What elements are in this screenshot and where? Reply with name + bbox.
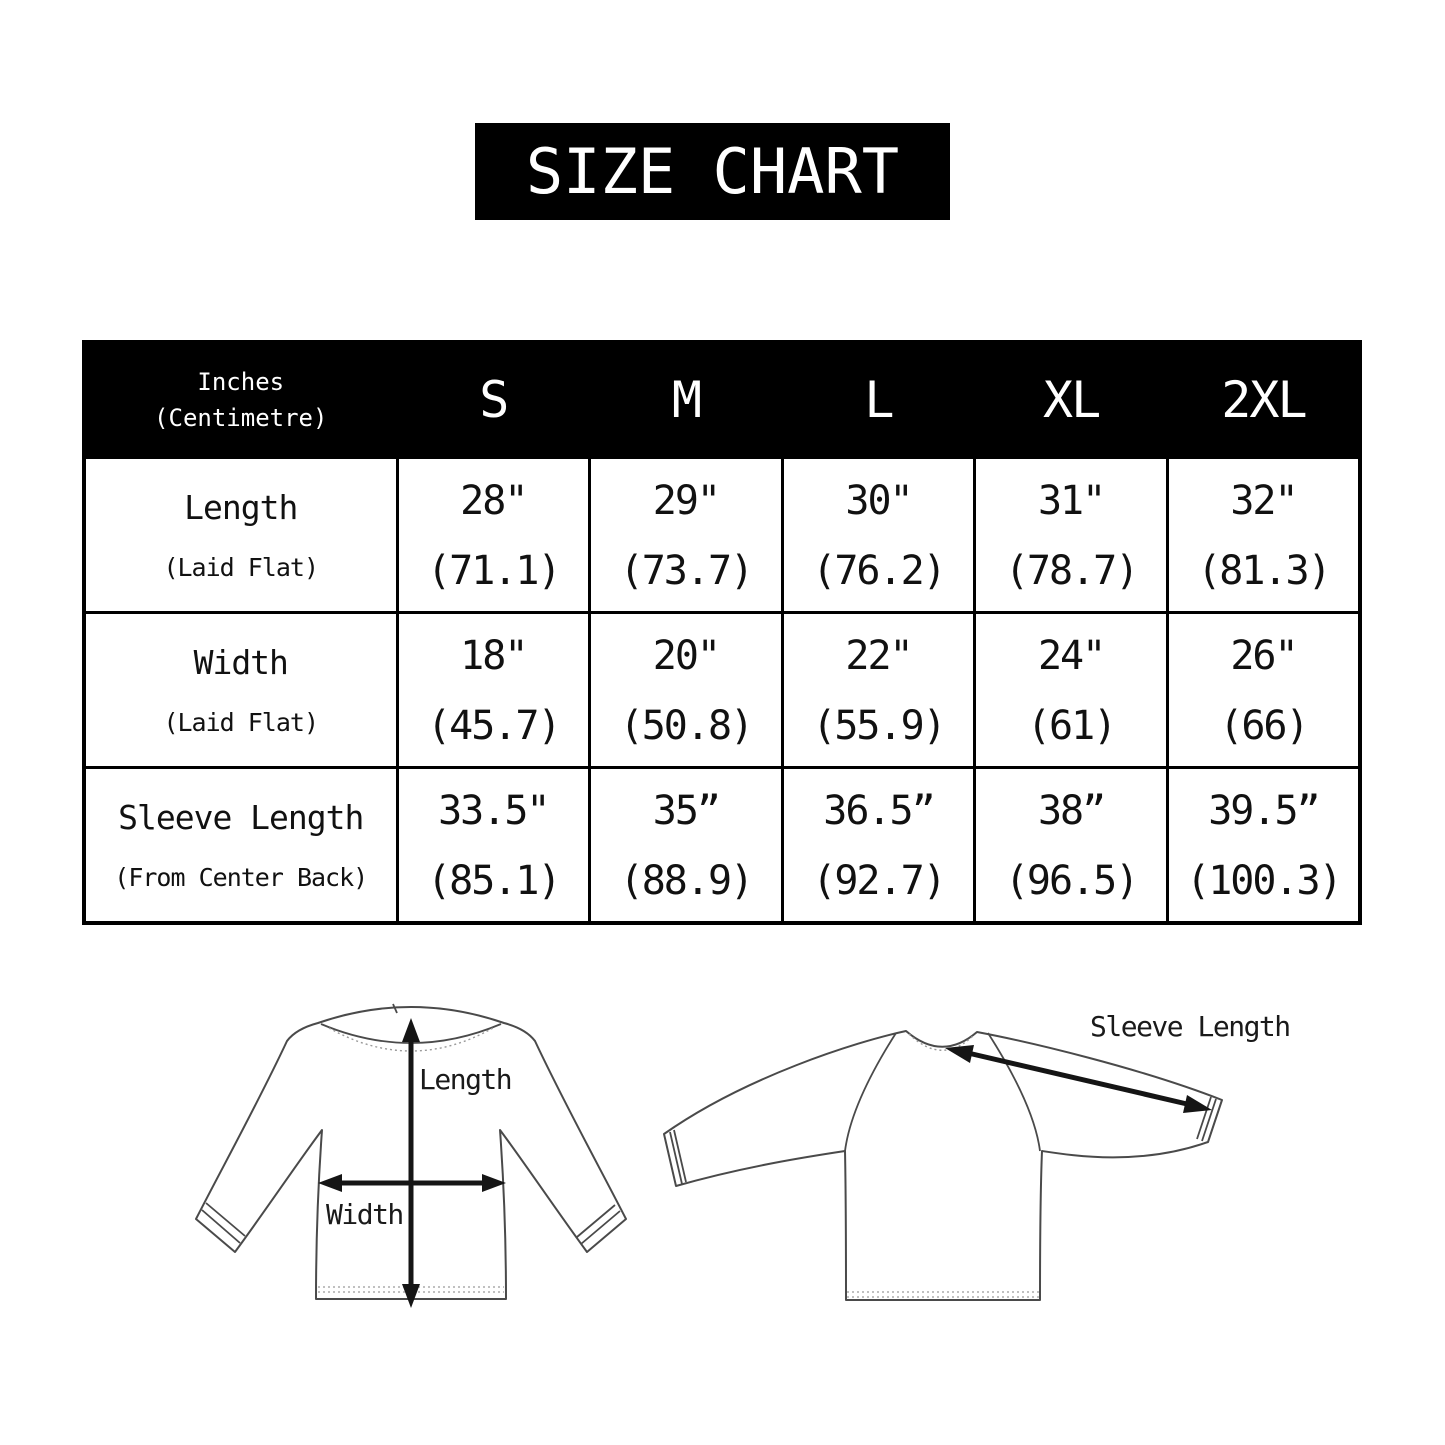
value-inches: 39.5”	[1208, 788, 1320, 834]
value-cell: 32" (81.3)	[1165, 456, 1362, 614]
row-sublabel: (Laid Flat)	[163, 708, 319, 737]
value-cm: (73.7)	[619, 548, 754, 594]
value-cell: 35” (88.9)	[588, 766, 784, 925]
sleeve-length-label: Sleeve Length	[1090, 1010, 1290, 1043]
table-row-width: Width (Laid Flat) 18" (45.7) 20" (50.8) …	[82, 611, 1362, 769]
value-cm: (45.7)	[427, 703, 561, 749]
width-arrow	[318, 1174, 506, 1192]
value-cell: 20" (50.8)	[588, 611, 784, 769]
value-cm: (85.1)	[427, 858, 561, 904]
value-cell: 28" (71.1)	[395, 456, 592, 614]
length-label: Length	[419, 1063, 511, 1096]
value-inches: 24"	[1037, 633, 1106, 679]
value-cm: (100.3)	[1186, 858, 1343, 904]
unit-header-cell: Inches (Centimetre)	[82, 340, 399, 459]
row-label-cell: Sleeve Length (From Center Back)	[82, 766, 399, 925]
value-cell: 31" (78.7)	[973, 456, 1169, 614]
back-shirt-diagram: Sleeve Length	[663, 1010, 1291, 1301]
value-cell: 22" (55.9)	[780, 611, 977, 769]
value-inches: 31"	[1037, 478, 1106, 524]
length-arrow	[402, 1018, 420, 1308]
back-right-cuff-ribbing	[1196, 1096, 1217, 1142]
row-label-cell: Width (Laid Flat)	[82, 611, 399, 769]
value-cell: 39.5” (100.3)	[1165, 766, 1362, 925]
value-inches: 18"	[460, 633, 528, 679]
value-cm: (66)	[1219, 703, 1309, 749]
size-chart-table: Inches (Centimetre) S M L XL 2XL Length …	[82, 340, 1362, 925]
value-cell: 18" (45.7)	[395, 611, 592, 769]
unit-line-inches: Inches	[197, 368, 285, 396]
front-shirt-diagram: Length Width	[195, 1003, 627, 1308]
value-cm: (55.9)	[812, 703, 946, 749]
column-header-l: L	[780, 340, 977, 459]
value-inches: 32"	[1230, 478, 1298, 524]
value-cell: 30" (76.2)	[780, 456, 977, 614]
value-inches: 33.5"	[438, 788, 550, 834]
row-sublabel: (Laid Flat)	[163, 553, 319, 582]
front-hem-stitching	[318, 1286, 504, 1293]
back-left-raglan-seam	[844, 1032, 897, 1152]
value-cm: (76.2)	[812, 548, 946, 594]
page-title-banner: SIZE CHART	[475, 123, 950, 220]
value-cell: 38” (96.5)	[973, 766, 1169, 925]
value-inches: 29"	[652, 478, 721, 524]
value-cm: (92.7)	[812, 858, 946, 904]
row-label-cell: Length (Laid Flat)	[82, 456, 399, 614]
value-inches: 30"	[845, 478, 913, 524]
column-header-xl: XL	[973, 340, 1169, 459]
table-row-length: Length (Laid Flat) 28" (71.1) 29" (73.7)…	[82, 456, 1362, 614]
back-left-cuff-ribbing	[669, 1129, 687, 1185]
table-header-row: Inches (Centimetre) S M L XL 2XL	[82, 340, 1362, 459]
value-cm: (50.8)	[619, 703, 754, 749]
unit-line-centimetre: (Centimetre)	[154, 404, 328, 432]
value-cm: (88.9)	[619, 858, 754, 904]
back-right-raglan-seam	[987, 1032, 1041, 1152]
row-sublabel: (From Center Back)	[114, 863, 368, 892]
column-header-2xl: 2XL	[1165, 340, 1362, 459]
value-cell: 26" (66)	[1165, 611, 1362, 769]
value-inches: 20"	[652, 633, 721, 679]
row-label: Width	[193, 643, 289, 682]
value-inches: 22"	[845, 633, 913, 679]
sleeve-length-arrow	[945, 1045, 1212, 1113]
column-header-m: M	[588, 340, 784, 459]
table-row-sleeve-length: Sleeve Length (From Center Back) 33.5" (…	[82, 766, 1362, 925]
value-cell: 29" (73.7)	[588, 456, 784, 614]
front-right-cuff-ribbing	[576, 1204, 621, 1245]
value-cm: (96.5)	[1004, 858, 1139, 904]
value-cell: 36.5” (92.7)	[780, 766, 977, 925]
value-cm: (61)	[1026, 703, 1117, 749]
value-inches: 26"	[1230, 633, 1298, 679]
front-collar-notch	[392, 1003, 398, 1014]
front-left-cuff-ribbing	[201, 1202, 246, 1244]
width-label: Width	[326, 1198, 403, 1231]
value-cm: (78.7)	[1004, 548, 1139, 594]
back-hem-stitching	[847, 1291, 1039, 1298]
value-inches: 36.5”	[823, 788, 935, 834]
page-title: SIZE CHART	[525, 135, 900, 208]
back-shirt-outline	[663, 1030, 1223, 1301]
row-label: Length	[184, 488, 298, 527]
value-inches: 35”	[652, 788, 721, 834]
value-cm: (81.3)	[1197, 548, 1331, 594]
value-inches: 38”	[1037, 788, 1106, 834]
value-cell: 33.5" (85.1)	[395, 766, 592, 925]
column-header-s: S	[395, 340, 592, 459]
value-cell: 24" (61)	[973, 611, 1169, 769]
back-collar-ribbing	[908, 1033, 975, 1051]
row-label: Sleeve Length	[118, 798, 364, 837]
value-inches: 28"	[460, 478, 528, 524]
value-cm: (71.1)	[427, 548, 561, 594]
